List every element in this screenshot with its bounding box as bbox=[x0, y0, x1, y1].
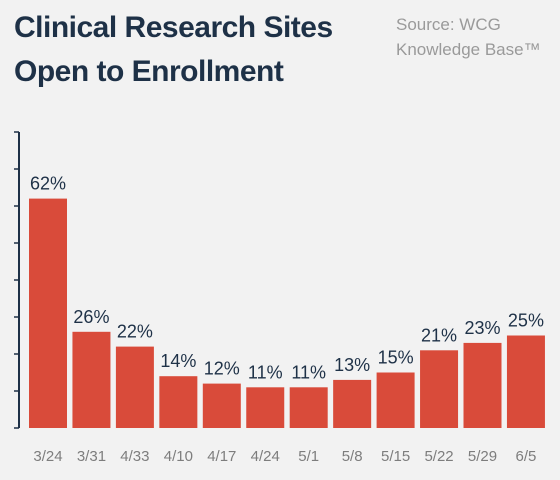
bar bbox=[115, 346, 154, 428]
bar-value-label: 14% bbox=[160, 351, 196, 371]
chart-title-line-1: Clinical Research Sites bbox=[14, 11, 333, 44]
bar bbox=[246, 387, 285, 428]
bar bbox=[333, 379, 372, 428]
x-tick-label: 5/29 bbox=[468, 448, 497, 465]
chart-title: Clinical Research Sites Open to Enrollme… bbox=[14, 6, 333, 94]
y-axis bbox=[14, 131, 20, 429]
bar bbox=[463, 342, 502, 428]
source-note: Source: WCG Knowledge Base™ bbox=[396, 12, 541, 62]
x-tick-label: 3/24 bbox=[33, 448, 62, 465]
bar bbox=[202, 383, 241, 428]
x-axis-labels: 3/24 3/31 4/33 4/10 4/17 4/24 5/1 5/8 5/15 5/22 5/… bbox=[33, 448, 536, 465]
bar-value-label: 22% bbox=[117, 322, 153, 342]
bar bbox=[289, 387, 328, 428]
bar-value-label: 13% bbox=[334, 355, 370, 375]
bar-value-label: 12% bbox=[204, 359, 240, 379]
value-labels: 62% 26% 22% 14% 12% 11% 11% 13% 15% 21% 23% 25% bbox=[30, 174, 544, 383]
x-tick-label: 4/24 bbox=[251, 448, 280, 465]
source-line-1: Source: WCG bbox=[396, 15, 501, 34]
bar-value-label: 11% bbox=[248, 362, 283, 382]
source-line-2: Knowledge Base™ bbox=[396, 40, 541, 59]
x-tick-label: 3/31 bbox=[77, 448, 106, 465]
bar bbox=[159, 376, 198, 428]
bar-value-label: 15% bbox=[378, 348, 414, 368]
x-tick-label: 5/1 bbox=[298, 448, 319, 465]
x-tick-label: 5/15 bbox=[381, 448, 410, 465]
bar bbox=[506, 335, 545, 428]
bar bbox=[376, 372, 415, 428]
bar-value-label: 26% bbox=[73, 307, 109, 327]
x-tick-label: 5/8 bbox=[342, 448, 363, 465]
x-tick-label: 5/22 bbox=[424, 448, 453, 465]
x-tick-label: 4/17 bbox=[207, 448, 236, 465]
x-tick-label: 4/33 bbox=[120, 448, 149, 465]
chart-title-line-2: Open to Enrollment bbox=[14, 55, 284, 88]
bar-value-label: 21% bbox=[421, 325, 457, 345]
bar bbox=[72, 331, 111, 428]
bar-value-label: 25% bbox=[508, 311, 544, 331]
bar-value-label: 62% bbox=[30, 174, 66, 194]
bar bbox=[420, 350, 459, 428]
x-tick-label: 4/10 bbox=[164, 448, 193, 465]
bar-value-label: 11% bbox=[291, 362, 326, 382]
x-tick-label: 6/5 bbox=[516, 448, 537, 465]
bars bbox=[29, 198, 545, 428]
bar bbox=[29, 198, 67, 428]
bar-value-label: 23% bbox=[464, 318, 500, 338]
